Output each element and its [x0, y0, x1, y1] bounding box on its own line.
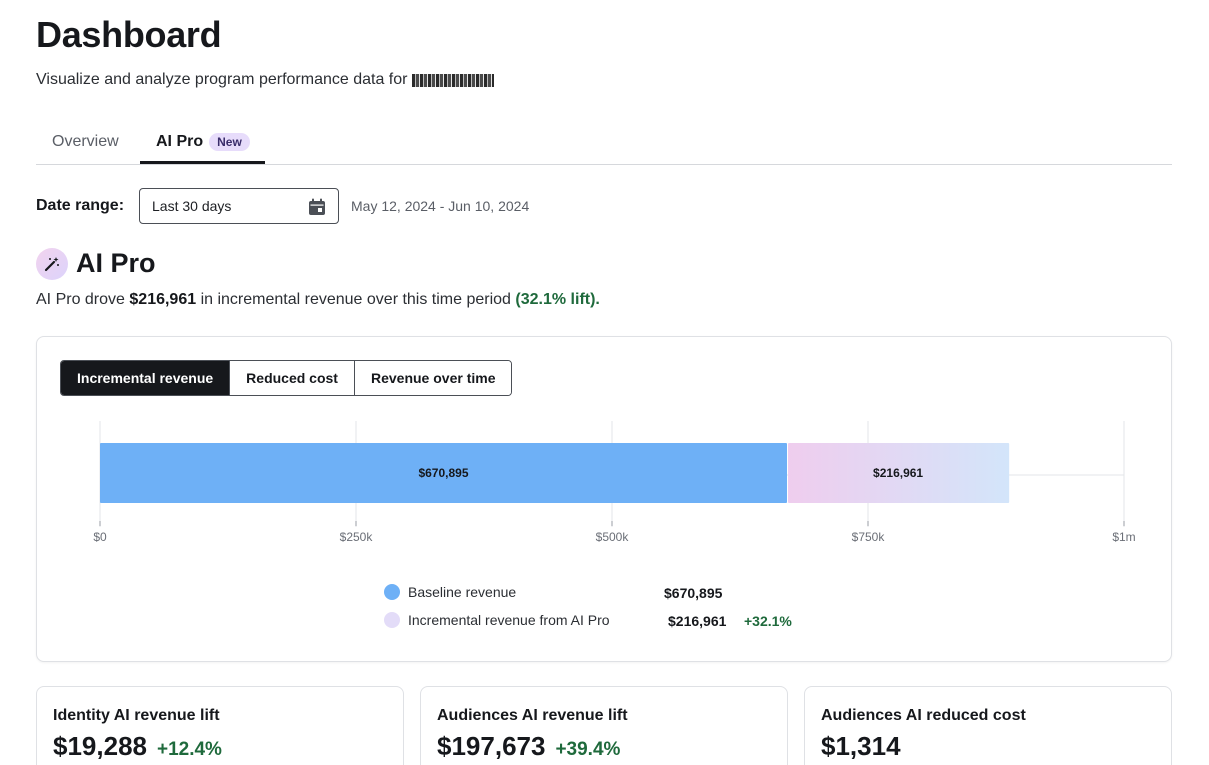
kpi-value: $19,288 +12.4%: [53, 731, 222, 762]
section-description: AI Pro drove $216,961 in incremental rev…: [36, 291, 600, 309]
date-range-select[interactable]: Last 30 days: [139, 188, 339, 224]
revenue-over-time-button[interactable]: Revenue over time: [354, 361, 512, 395]
legend-item-incremental: Incremental revenue from AI Pro: [384, 612, 610, 628]
x-tick-label: $0: [93, 530, 107, 544]
kpi-change: +12.4%: [156, 739, 222, 760]
calendar-icon: [309, 198, 325, 215]
legend-dot-incremental: [384, 612, 400, 628]
chart-view-toggle: Incremental revenue Reduced cost Revenue…: [60, 360, 513, 396]
legend-change-incremental: +32.1%: [744, 613, 792, 629]
kpi-title: Audiences AI revenue lift: [437, 707, 628, 724]
kpi-title: Audiences AI reduced cost: [821, 707, 1026, 724]
active-tab-underline: [140, 161, 265, 164]
tab-ai-pro[interactable]: AI Pro New: [156, 120, 250, 164]
x-tick-label: $250k: [340, 530, 374, 544]
tab-bar: Overview AI Pro New: [36, 120, 1172, 165]
tab-overview-label: Overview: [52, 133, 119, 150]
bar-label-incremental: $216,961: [873, 466, 923, 480]
desc-prefix: AI Pro drove: [36, 291, 125, 308]
kpi-card-audiences-ai-cost: Audiences AI reduced cost $1,314: [804, 686, 1172, 765]
x-tick-label: $750k: [852, 530, 886, 544]
date-range-label: Date range:: [36, 197, 125, 214]
legend-label-baseline: Baseline revenue: [408, 584, 517, 600]
legend-label-incremental: Incremental revenue from AI Pro: [408, 612, 610, 628]
revenue-bar-chart: $670,895 $216,961 $0 $250k $500k $750k $1m: [93, 421, 1136, 544]
bar-label-baseline: $670,895: [418, 466, 468, 480]
incremental-revenue-button[interactable]: Incremental revenue: [61, 361, 231, 395]
x-tick-label: $1m: [1112, 530, 1135, 544]
kpi-amount: $19,288: [53, 731, 147, 761]
kpi-card-identity-ai: Identity AI revenue lift $19,288 +12.4%: [36, 686, 404, 765]
revenue-card: Incremental revenue Reduced cost Revenue…: [36, 336, 1172, 662]
page-subtitle: Visualize and analyze program performanc…: [36, 71, 495, 89]
kpi-amount: $197,673: [437, 731, 546, 761]
kpi-value: $1,314: [821, 731, 901, 762]
legend-value-incremental: $216,961: [668, 613, 727, 629]
kpi-amount: $1,314: [821, 731, 901, 761]
x-tick-label: $500k: [596, 530, 630, 544]
legend-item-baseline: Baseline revenue: [384, 584, 516, 600]
section-title: AI Pro: [76, 248, 156, 278]
page-subtitle-text: Visualize and analyze program performanc…: [36, 71, 408, 88]
date-range-display: May 12, 2024 - Jun 10, 2024: [351, 198, 530, 214]
date-range-value: Last 30 days: [152, 198, 232, 214]
legend-value-baseline: $670,895: [664, 585, 723, 601]
new-badge: New: [209, 133, 250, 151]
kpi-title: Identity AI revenue lift: [53, 707, 220, 724]
desc-lift: (32.1% lift).: [515, 291, 600, 308]
bar-baseline-revenue: [100, 443, 787, 503]
redacted-account-name: [412, 73, 495, 87]
reduced-cost-button[interactable]: Reduced cost: [230, 361, 355, 395]
kpi-change: +39.4%: [555, 739, 621, 760]
magic-wand-icon: [44, 257, 59, 272]
page-title: Dashboard: [36, 14, 222, 55]
kpi-card-audiences-ai-lift: Audiences AI revenue lift $197,673 +39.4%: [420, 686, 788, 765]
tab-ai-pro-label: AI Pro: [156, 133, 204, 150]
bar-incremental-revenue: [787, 443, 1010, 503]
section-icon: [36, 248, 68, 280]
desc-amount: $216,961: [129, 291, 197, 308]
tab-overview[interactable]: Overview: [52, 120, 119, 164]
kpi-value: $197,673 +39.4%: [437, 731, 620, 762]
legend-dot-baseline: [384, 584, 400, 600]
desc-middle: in incremental revenue over this time pe…: [200, 291, 511, 308]
